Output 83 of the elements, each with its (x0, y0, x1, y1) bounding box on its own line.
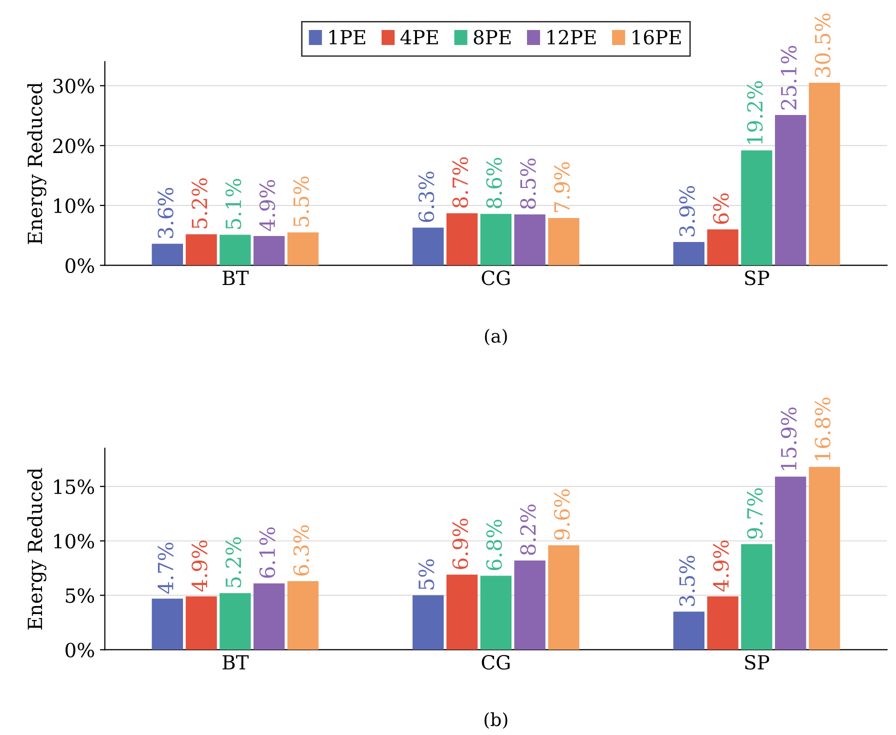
y-tick-label: 10% (54, 534, 94, 549)
bar (412, 595, 444, 650)
x-tick-label: CG (482, 654, 510, 670)
y-tick-label: 10% (54, 198, 94, 214)
data-label: 9.7% (746, 488, 763, 539)
bar (808, 466, 840, 650)
x-tick-label: BT (222, 655, 249, 670)
bar (152, 598, 183, 650)
bar (808, 82, 840, 266)
x-tick-label: CG (482, 270, 510, 286)
bar (446, 213, 478, 266)
bar (152, 244, 183, 266)
bar (480, 214, 512, 266)
legend-label: 8PE (474, 30, 511, 45)
data-label: 8.2% (520, 504, 536, 555)
bar (446, 574, 478, 650)
bar (254, 236, 285, 266)
text: (a) (484, 328, 507, 346)
data-label: 25.1% (780, 46, 797, 110)
bar (673, 612, 704, 650)
bar (514, 214, 546, 266)
data-label: 6.3% (293, 525, 310, 576)
bar (548, 545, 580, 650)
y-tick-label: 0% (66, 258, 94, 273)
bar (220, 593, 251, 650)
legend-label: 16PE (632, 30, 681, 45)
data-label: 30.5% (814, 14, 831, 77)
data-label: 6.3% (418, 172, 434, 222)
data-label: 19.2% (746, 81, 763, 144)
data-label: 4.9% (713, 540, 729, 592)
bar (707, 229, 738, 266)
data-label: 6% (713, 193, 729, 224)
data-label: 6.1% (259, 527, 276, 578)
data-label: 8.6% (486, 158, 502, 208)
bar (480, 576, 512, 650)
data-label: 3.5% (679, 556, 695, 606)
data-label: 9.6% (554, 489, 570, 540)
data-label: 5.2% (192, 178, 208, 228)
legend-label: 12PE (548, 30, 596, 44)
bar (774, 476, 806, 650)
bar (254, 583, 285, 650)
bar (220, 234, 251, 266)
legend-label: 4PE (400, 30, 438, 44)
bar (186, 596, 217, 650)
text: (b) (484, 712, 508, 729)
data-label: 6.8% (486, 520, 502, 570)
y-axis-title: Energy Reduced (27, 82, 46, 244)
y-tick-label: 15% (54, 479, 94, 494)
bar (287, 232, 319, 266)
x-tick-label: BT (222, 270, 249, 285)
y-tick-label: 5% (66, 588, 94, 603)
bar (741, 150, 772, 266)
y-tick-label: 0% (66, 642, 94, 658)
bar (673, 242, 704, 266)
data-label: 4.9% (192, 540, 208, 592)
data-label: 5.2% (225, 537, 242, 588)
x-tick-label: SP (745, 654, 770, 670)
data-label: 4.9% (259, 180, 276, 232)
bar (412, 228, 444, 266)
data-label: 4.7% (158, 542, 174, 594)
data-label: 5% (418, 559, 434, 590)
data-label: 8.7% (452, 157, 468, 208)
y-tick-label: 20% (53, 138, 94, 154)
bar (774, 115, 806, 266)
y-tick-label: 30% (53, 78, 94, 94)
data-label: 8.5% (520, 158, 536, 209)
bar (287, 581, 319, 650)
data-label: 6.9% (452, 518, 468, 570)
y-axis-title: Energy Reduced (27, 468, 46, 630)
bar (741, 544, 772, 650)
data-label: 5.1% (225, 178, 242, 229)
data-label: 5.5% (293, 176, 310, 226)
data-label: 15.9% (780, 407, 797, 470)
x-tick-label: SP (745, 270, 770, 286)
bar (514, 560, 546, 650)
data-label: 3.6% (158, 188, 174, 238)
bar (707, 596, 738, 650)
bar (186, 234, 217, 266)
data-label: 3.9% (679, 186, 695, 236)
bar (548, 218, 580, 266)
legend-label: 1PE (329, 30, 366, 44)
data-label: 16.8% (814, 398, 831, 460)
data-label: 7.9% (554, 162, 570, 212)
